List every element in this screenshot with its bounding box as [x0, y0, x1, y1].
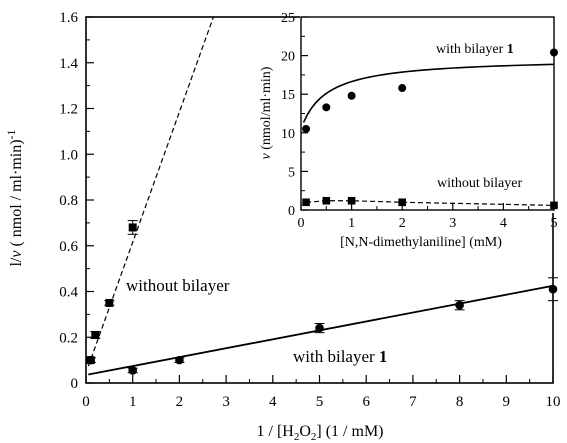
- data-point-with-bilayer: [175, 355, 184, 365]
- x-tick-label: 0: [82, 394, 90, 410]
- x-tick-label: 3: [222, 394, 230, 410]
- inset-y-axis-symbol: v: [259, 152, 274, 159]
- y-tick-label: 1.0: [59, 147, 78, 163]
- y-tick-label: 0.4: [59, 285, 78, 301]
- x-tick-label: 9: [503, 394, 511, 410]
- data-point-without-bilayer: [91, 330, 100, 339]
- inset-axes-layer: 0 1 2 3 4 5 0 5 10 15 20 25: [281, 11, 558, 231]
- x-tick-label: 4: [500, 216, 507, 231]
- y-tick-label: 10: [281, 127, 295, 142]
- main-x-axis-title: 1 / [H2O2] (1 / mM): [257, 423, 384, 443]
- x-tick-label: 6: [362, 394, 370, 410]
- x-tick-label: 1: [348, 216, 355, 231]
- y-tick-label: 1.4: [59, 56, 78, 72]
- inset-y-axis-units: (nmol/ml·min): [259, 66, 274, 153]
- y-tick-label: 15: [281, 88, 295, 103]
- inset-x-axis-title: [N,N-dimethylaniline] (mM): [340, 235, 502, 250]
- inset-data-point-without-bilayer: [302, 198, 310, 207]
- inset-y-axis-title: v (nmol/ml·min): [259, 66, 274, 159]
- y-tick-label: 0.8: [59, 193, 78, 209]
- inset-annotation-with-bilayer: with bilayer 1: [436, 42, 514, 57]
- y-tick-label: 5: [288, 165, 295, 180]
- y-tick-label: 20: [281, 50, 295, 65]
- inset-data-point-without-bilayer: [398, 198, 406, 207]
- inset-fit-curve-with-bilayer: [302, 63, 555, 123]
- x-tick-label: 0: [298, 216, 305, 231]
- y-tick-label: 1.6: [59, 10, 78, 26]
- data-point-with-bilayer: [455, 300, 464, 310]
- x-tick-label: 1: [129, 394, 137, 410]
- y-tick-label: 1.2: [59, 102, 78, 118]
- y-tick-label: 25: [281, 11, 295, 26]
- inset-data-point-with-bilayer: [302, 124, 311, 133]
- inset-data-point-without-bilayer: [322, 196, 331, 205]
- x-tick-label: 5: [551, 216, 558, 231]
- y-tick-label: 0.6: [59, 239, 78, 255]
- data-point-without-bilayer: [128, 223, 137, 232]
- data-point-with-bilayer: [86, 355, 95, 365]
- y-tick-label: 0: [288, 204, 295, 219]
- data-point-with-bilayer: [315, 323, 324, 333]
- inset-annotation-with-number: 1: [507, 42, 514, 57]
- inset-chart: 0 1 2 3 4 5 0 5 10 15 20 25 with bilayer 1 without …: [259, 11, 558, 250]
- annotation-without-bilayer: without bilayer: [126, 276, 230, 295]
- x-tick-label: 5: [316, 394, 324, 410]
- x-tick-label: 7: [409, 394, 417, 410]
- x-tick-label: 8: [456, 394, 464, 410]
- data-point-without-bilayer: [105, 298, 114, 307]
- annotation-with-bilayer: with bilayer 1: [293, 347, 387, 366]
- inset-data-point-with-bilayer: [347, 91, 356, 100]
- inset-data-point-with-bilayer: [398, 84, 407, 93]
- fit-line-without-bilayer: [87, 17, 215, 367]
- inset-annotation-without-bilayer: without bilayer: [437, 176, 522, 191]
- inset-annotation-with-text: with bilayer: [436, 42, 507, 57]
- main-y-axis-title: l/v ( nmol / ml·min)-1: [4, 129, 25, 266]
- annotation-with-bilayer-text: with bilayer: [293, 347, 379, 366]
- annotation-with-bilayer-number: 1: [379, 347, 388, 366]
- x-tick-label: 2: [399, 216, 406, 231]
- inset-data-point-with-bilayer: [322, 103, 331, 112]
- x-tick-label: 4: [269, 394, 277, 410]
- x-tick-label: 3: [449, 216, 456, 231]
- y-tick-label: 0.2: [59, 330, 78, 346]
- y-tick-label: 0: [71, 376, 79, 392]
- inset-background: [300, 15, 554, 213]
- inset-data-point-without-bilayer: [347, 196, 356, 205]
- x-tick-label: 2: [176, 394, 184, 410]
- data-point-with-bilayer: [128, 366, 137, 375]
- x-tick-label: 10: [546, 394, 561, 410]
